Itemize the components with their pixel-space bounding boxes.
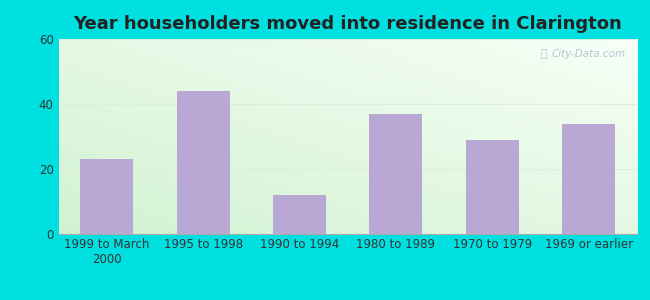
Bar	[466, 140, 519, 234]
Bar	[80, 159, 133, 234]
Bar	[369, 114, 423, 234]
Text: Year householders moved into residence in Clarington: Year householders moved into residence i…	[73, 15, 622, 33]
Bar	[177, 91, 229, 234]
Text: ⓘ: ⓘ	[541, 49, 547, 59]
Bar	[562, 124, 616, 234]
Text: City-Data.com: City-Data.com	[551, 49, 625, 59]
Bar	[273, 195, 326, 234]
